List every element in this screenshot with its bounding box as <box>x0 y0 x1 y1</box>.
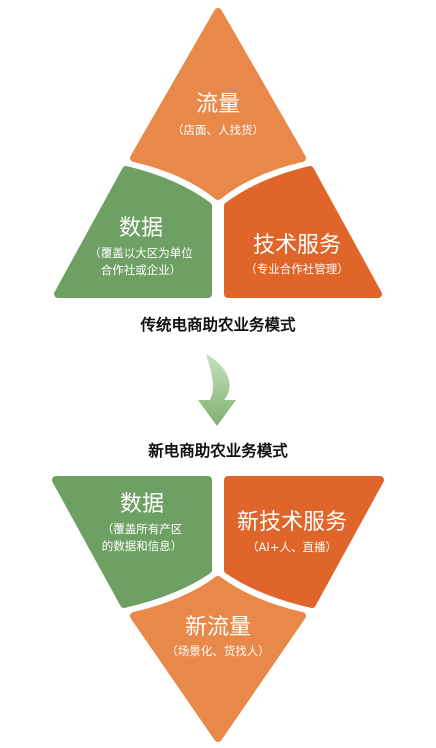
new-traffic-title: 新流量 <box>185 615 251 640</box>
traditional-data-subtitle-line1: （覆盖以大区为单位 <box>89 246 193 260</box>
new-tech-title: 新技术服务 <box>237 510 347 535</box>
new-traffic-segment <box>130 576 306 742</box>
traditional-traffic-title: 流量 <box>196 92 240 117</box>
traditional-tech-subtitle: （专业合作社管理） <box>245 262 349 276</box>
new-data-segment <box>52 476 212 608</box>
traditional-caption: 传统电商助农业务模式 <box>139 315 296 334</box>
new-model: 新电商助农业务模式 数据 （覆盖所有产区 的数据和信息） 新技术服务 （AI+人… <box>52 441 384 742</box>
new-data-title: 数据 <box>120 492 164 517</box>
traditional-data-subtitle-line2: 合作社或企业） <box>101 263 182 277</box>
new-data-subtitle-line2: 的数据和信息） <box>102 539 183 553</box>
new-data-subtitle-line1: （覆盖所有产区 <box>102 522 183 536</box>
new-traffic-subtitle: （场景化、货找人） <box>166 644 270 658</box>
traditional-traffic-subtitle: （店面、人找货） <box>172 123 264 137</box>
traditional-tech-title: 技术服务 <box>253 233 341 258</box>
new-caption: 新电商助农业务模式 <box>148 441 288 460</box>
new-tech-subtitle: （AI+人、直播） <box>247 540 337 554</box>
new-tech-segment <box>224 476 384 608</box>
curved-down-arrow-icon <box>198 354 236 426</box>
traditional-traffic-segment <box>130 8 306 200</box>
traditional-tech-segment <box>224 166 382 298</box>
traditional-data-segment <box>54 166 212 298</box>
traditional-data-title: 数据 <box>119 216 163 241</box>
traditional-model: 流量 （店面、人找货） 数据 （覆盖以大区为单位 合作社或企业） 技术服务 （专… <box>54 8 382 334</box>
